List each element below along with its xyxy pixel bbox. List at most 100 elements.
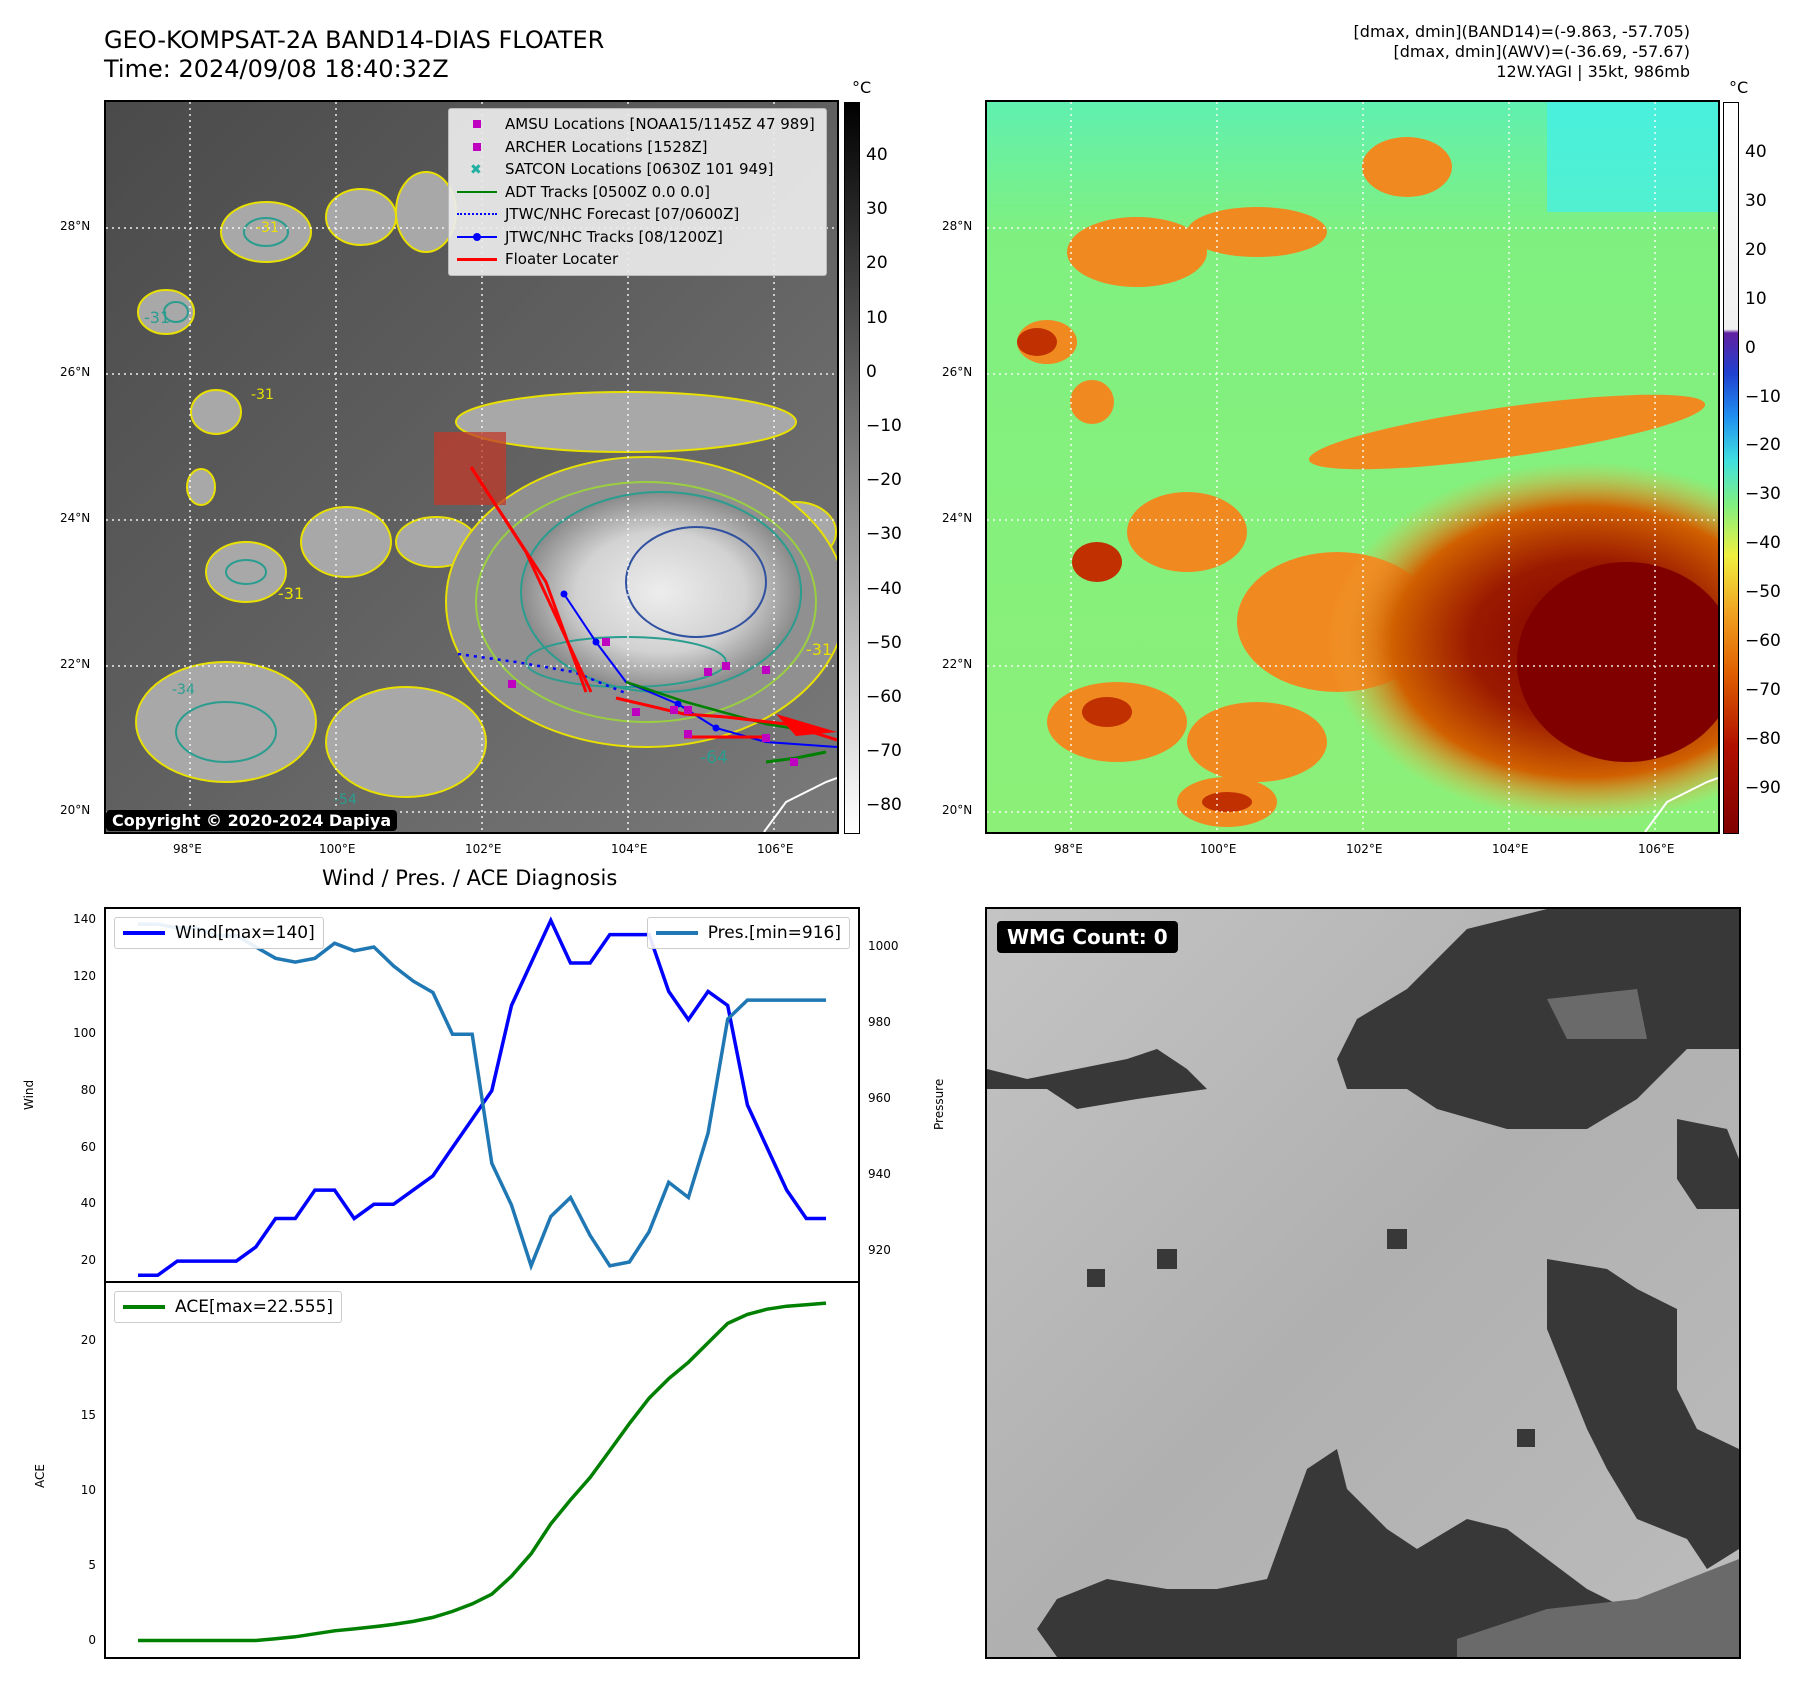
ace-series-line [138, 1301, 827, 1643]
legend-item-satcon: ✖ SATCON Locations [0630Z 101 949] [470, 160, 774, 179]
wind-legend: Wind[max=140] [114, 917, 324, 949]
ir-map-panel: -31 -31 -31 -31 -64 -31 -34 -54 AMSU Loc… [104, 100, 839, 834]
pressure-legend: Pres.[min=916] [646, 917, 850, 949]
colorbar-tick: −40 [866, 578, 902, 599]
pressure-tick: 960 [868, 1090, 891, 1105]
colorbar-tick: −20 [866, 470, 902, 491]
contour-label: -31 [144, 308, 171, 327]
lon-label: 106°E [757, 842, 794, 856]
pressure-tick: 920 [868, 1242, 891, 1257]
lat-label: 20°N [60, 803, 91, 817]
contour-label: -31 [251, 387, 274, 403]
lat-label: 24°N [942, 511, 973, 525]
colorbar-tick: −30 [1745, 484, 1781, 505]
meta-storm-info: 12W.YAGI | 35kt, 986mb [1496, 62, 1690, 81]
colorbar-tick: −90 [1745, 777, 1781, 798]
copyright-badge: Copyright © 2020-2024 Dapiya [106, 810, 398, 831]
figure-title-line1: GEO-KOMPSAT-2A BAND14-DIAS FLOATER [104, 26, 605, 54]
awv-map-image [987, 102, 1718, 832]
legend-item-adt: ADT Tracks [0500Z 0.0 0.0] [457, 181, 818, 204]
colorbar-tick: 30 [1745, 190, 1767, 211]
meta-dmax-band14: [dmax, dmin](BAND14)=(-9.863, -57.705) [1353, 22, 1690, 41]
awv-map-panel [985, 100, 1720, 834]
meta-dmax-awv: [dmax, dmin](AWV)=(-36.69, -57.67) [1393, 42, 1690, 61]
lat-label: 24°N [60, 511, 91, 525]
pressure-tick: 940 [868, 1166, 891, 1181]
colorbar-unit: °C [852, 78, 872, 97]
wind-pressure-plot [138, 916, 826, 1278]
legend-item-amsu: AMSU Locations [NOAA15/1145Z 47 989] [457, 113, 818, 136]
pressure-tick: 1000 [868, 938, 899, 953]
ace-axis-label: ACE [33, 1464, 47, 1488]
contour-label: -64 [700, 748, 728, 768]
colorbar-tick: 40 [1745, 142, 1767, 162]
colorbar-tick: 0 [1745, 337, 1756, 358]
ace-tick: 10 [80, 1482, 96, 1497]
colorbar-tick: 20 [866, 253, 888, 274]
lat-label: 22°N [60, 657, 91, 671]
legend-item-tracks: JTWC/NHC Tracks [08/1200Z] [457, 226, 818, 249]
colorbar-tick: −70 [866, 741, 902, 762]
contour-label: -31 [806, 640, 833, 659]
wind-axis-label: Wind [22, 1079, 36, 1110]
pressure-series-line [138, 922, 826, 1271]
wmg-count-badge: WMG Count: 0 [997, 921, 1178, 953]
legend-item-floater: Floater Locater [457, 248, 818, 271]
lon-label: 98°E [1054, 842, 1083, 856]
lat-label: 26°N [60, 365, 91, 379]
colorbar-tick: −60 [1745, 631, 1781, 651]
wmg-image [987, 909, 1739, 1657]
lon-label: 100°E [319, 842, 356, 856]
wind-tick: 120 [73, 969, 96, 984]
lat-label: 22°N [942, 657, 973, 671]
wind-tick: 80 [80, 1082, 96, 1097]
colorbar-tick: −50 [866, 632, 902, 653]
colorbar-tick: −10 [866, 416, 902, 436]
contour-label: -34 [172, 682, 195, 698]
figure-title-line2: Time: 2024/09/08 18:40:32Z [104, 55, 449, 83]
lat-label: 28°N [942, 219, 973, 233]
wind-pressure-panel: Wind[max=140] Pres.[min=916] [104, 907, 860, 1283]
ace-tick: 15 [80, 1408, 96, 1423]
colorbar-tick: 40 [866, 145, 888, 165]
wind-tick: 60 [80, 1139, 96, 1154]
ace-plot [138, 1301, 827, 1643]
ace-panel: ACE[max=22.555] [104, 1281, 860, 1659]
lon-label: 104°E [1492, 842, 1529, 856]
colorbar-tick: −60 [866, 687, 902, 707]
ace-tick: 0 [88, 1632, 96, 1647]
contour-label: -31 [256, 220, 279, 236]
colorbar-tick: −10 [1745, 386, 1781, 407]
wind-tick: 20 [80, 1253, 96, 1268]
colorbar-tick: −30 [866, 524, 902, 545]
awv-colorbar [1723, 102, 1739, 834]
ace-tick: 5 [88, 1557, 96, 1572]
ace-tick: 20 [80, 1333, 96, 1348]
colorbar-tick: 0 [866, 361, 877, 382]
colorbar-tick: −70 [1745, 679, 1781, 700]
ace-legend: ACE[max=22.555] [114, 1291, 342, 1323]
wind-tick: 40 [80, 1196, 96, 1211]
wind-tick: 100 [73, 1025, 96, 1040]
colorbar-tick: 30 [866, 199, 888, 220]
colorbar-tick: −20 [1745, 435, 1781, 456]
lon-label: 102°E [1346, 842, 1383, 856]
colorbar-tick: 10 [1745, 288, 1767, 309]
diagnosis-title: Wind / Pres. / ACE Diagnosis [322, 866, 618, 890]
pressure-axis-label: Pressure [932, 1078, 946, 1130]
lon-label: 98°E [173, 842, 202, 856]
contour-label: -31 [278, 584, 305, 603]
colorbar-tick: 10 [866, 307, 888, 328]
wind-tick: 140 [73, 912, 96, 927]
lon-label: 102°E [465, 842, 502, 856]
wmg-panel: WMG Count: 0 [985, 907, 1741, 1659]
colorbar-tick: −80 [1745, 728, 1781, 749]
lat-label: 20°N [942, 803, 973, 817]
legend-item-archer: ARCHER Locations [1528Z] [457, 136, 818, 159]
lat-label: 26°N [942, 365, 973, 379]
lon-label: 106°E [1638, 842, 1675, 856]
legend-item-forecast: JTWC/NHC Forecast [07/0600Z] [457, 203, 818, 226]
pressure-tick: 980 [868, 1014, 891, 1029]
lon-label: 100°E [1200, 842, 1237, 856]
floater-box [434, 432, 506, 505]
